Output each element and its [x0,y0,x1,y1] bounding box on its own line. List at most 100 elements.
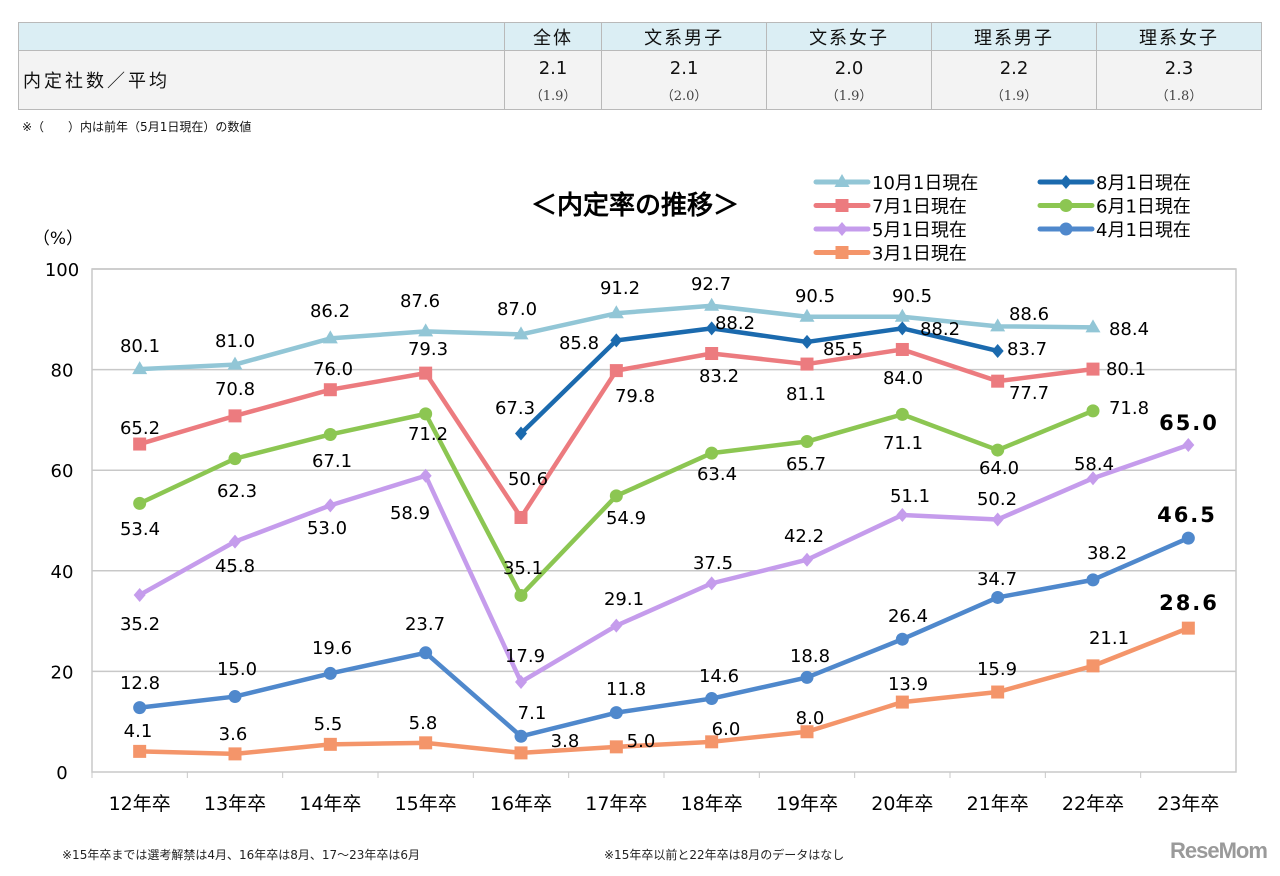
data-label: 37.5 [693,553,733,574]
data-label: 42.2 [784,526,824,547]
data-label: 64.0 [979,458,1019,479]
x-tick-label: 17年卒 [585,793,647,815]
data-point [133,437,147,451]
legend-marker [1059,199,1073,212]
data-label: 81.1 [786,384,826,405]
data-label: 91.2 [600,278,640,299]
data-label: 70.8 [215,379,255,400]
data-label: 65.2 [120,418,160,439]
legend-label: 6月1日現在 [1096,197,1191,218]
data-point [896,507,909,522]
x-tick-label: 23年卒 [1157,793,1219,815]
data-point [991,343,1004,358]
legend-label: 8月1日現在 [1096,173,1191,194]
series-line [138,408,1094,598]
data-label: 67.1 [312,451,352,472]
data-point [515,426,527,441]
series-line [139,626,1190,757]
data-label: 86.2 [310,301,350,322]
data-point [609,706,623,720]
data-point [610,333,623,348]
data-point [229,534,241,549]
data-point [1086,362,1100,376]
data-label: 5.0 [627,731,656,752]
data-point [990,318,1006,332]
y-axis-label: （%） [33,229,83,249]
data-point [1087,471,1099,486]
data-label: 51.1 [890,486,930,507]
table-corner [18,22,505,51]
data-label: 54.9 [606,508,646,529]
data-point [514,729,528,743]
data-point [323,666,337,680]
data-label: 15.0 [217,659,257,680]
data-label: 92.7 [691,274,731,295]
data-label: 71.2 [408,424,448,445]
data-label: 85.5 [823,339,863,360]
table-cell: 2.1 （1.9） [503,50,603,110]
data-label: 17.9 [505,646,545,667]
data-point [991,512,1004,527]
data-label: 53.4 [120,519,160,540]
data-point [1181,621,1195,635]
data-label: 38.2 [1087,543,1127,564]
data-point [609,489,623,503]
data-label: 79.3 [408,339,448,360]
data-point [419,407,433,421]
x-tick-label: 18年卒 [681,793,743,815]
data-label: 53.0 [307,518,347,539]
data-label: 83.7 [1007,339,1047,360]
data-label: 8.0 [796,708,825,729]
data-label: 50.2 [977,489,1017,510]
data-label: 58.4 [1074,454,1114,475]
data-point [323,737,337,751]
data-point [322,330,338,344]
legend-marker [1059,222,1073,236]
cell-previous: （1.9） [529,89,577,104]
data-point [705,446,719,460]
legend-marker [834,174,850,187]
column-header: 文系女子 [766,22,933,51]
data-label: 35.1 [503,558,543,579]
cell-previous: （2.0） [660,89,708,104]
table-cell: 2.2 （1.9） [931,50,1098,110]
data-label: 29.1 [604,589,644,610]
data-point [419,736,433,750]
row-label: 内定社数／平均 [18,50,505,110]
data-point [801,552,813,567]
legend-label: 7月1日現在 [872,197,967,218]
data-label: 58.9 [390,503,430,524]
legend-label: 5月1日現在 [872,220,967,241]
data-label: 28.6 [1159,591,1219,615]
chart-title: ＜内定率の推移＞ [531,190,739,221]
legend-marker [836,222,848,236]
plot-border [91,268,1237,773]
data-label: 12.8 [120,673,160,694]
data-point [133,701,147,715]
series-line [138,442,1190,685]
data-point [799,308,815,322]
data-label: 65.7 [786,454,826,475]
table-cell: 2.3 （1.8） [1096,50,1262,110]
data-label: 15.9 [977,659,1017,680]
legend-marker [835,246,849,259]
data-point [610,618,623,633]
data-label: 85.8 [559,333,599,354]
data-point [1085,319,1101,333]
data-point [991,685,1005,699]
data-point [324,498,337,513]
data-point [419,468,432,483]
data-label: 13.9 [888,674,928,695]
cell-value: 2.2 [999,58,1029,79]
data-label: 23.7 [405,614,445,635]
data-label: 7.1 [518,703,547,724]
data-label: 84.0 [883,368,923,389]
data-label: 87.6 [400,291,440,312]
data-label: 88.4 [1109,319,1149,340]
data-point [895,342,909,356]
data-label: 21.1 [1089,628,1129,649]
data-point [133,587,146,602]
data-point [418,323,434,337]
data-point [705,692,719,706]
